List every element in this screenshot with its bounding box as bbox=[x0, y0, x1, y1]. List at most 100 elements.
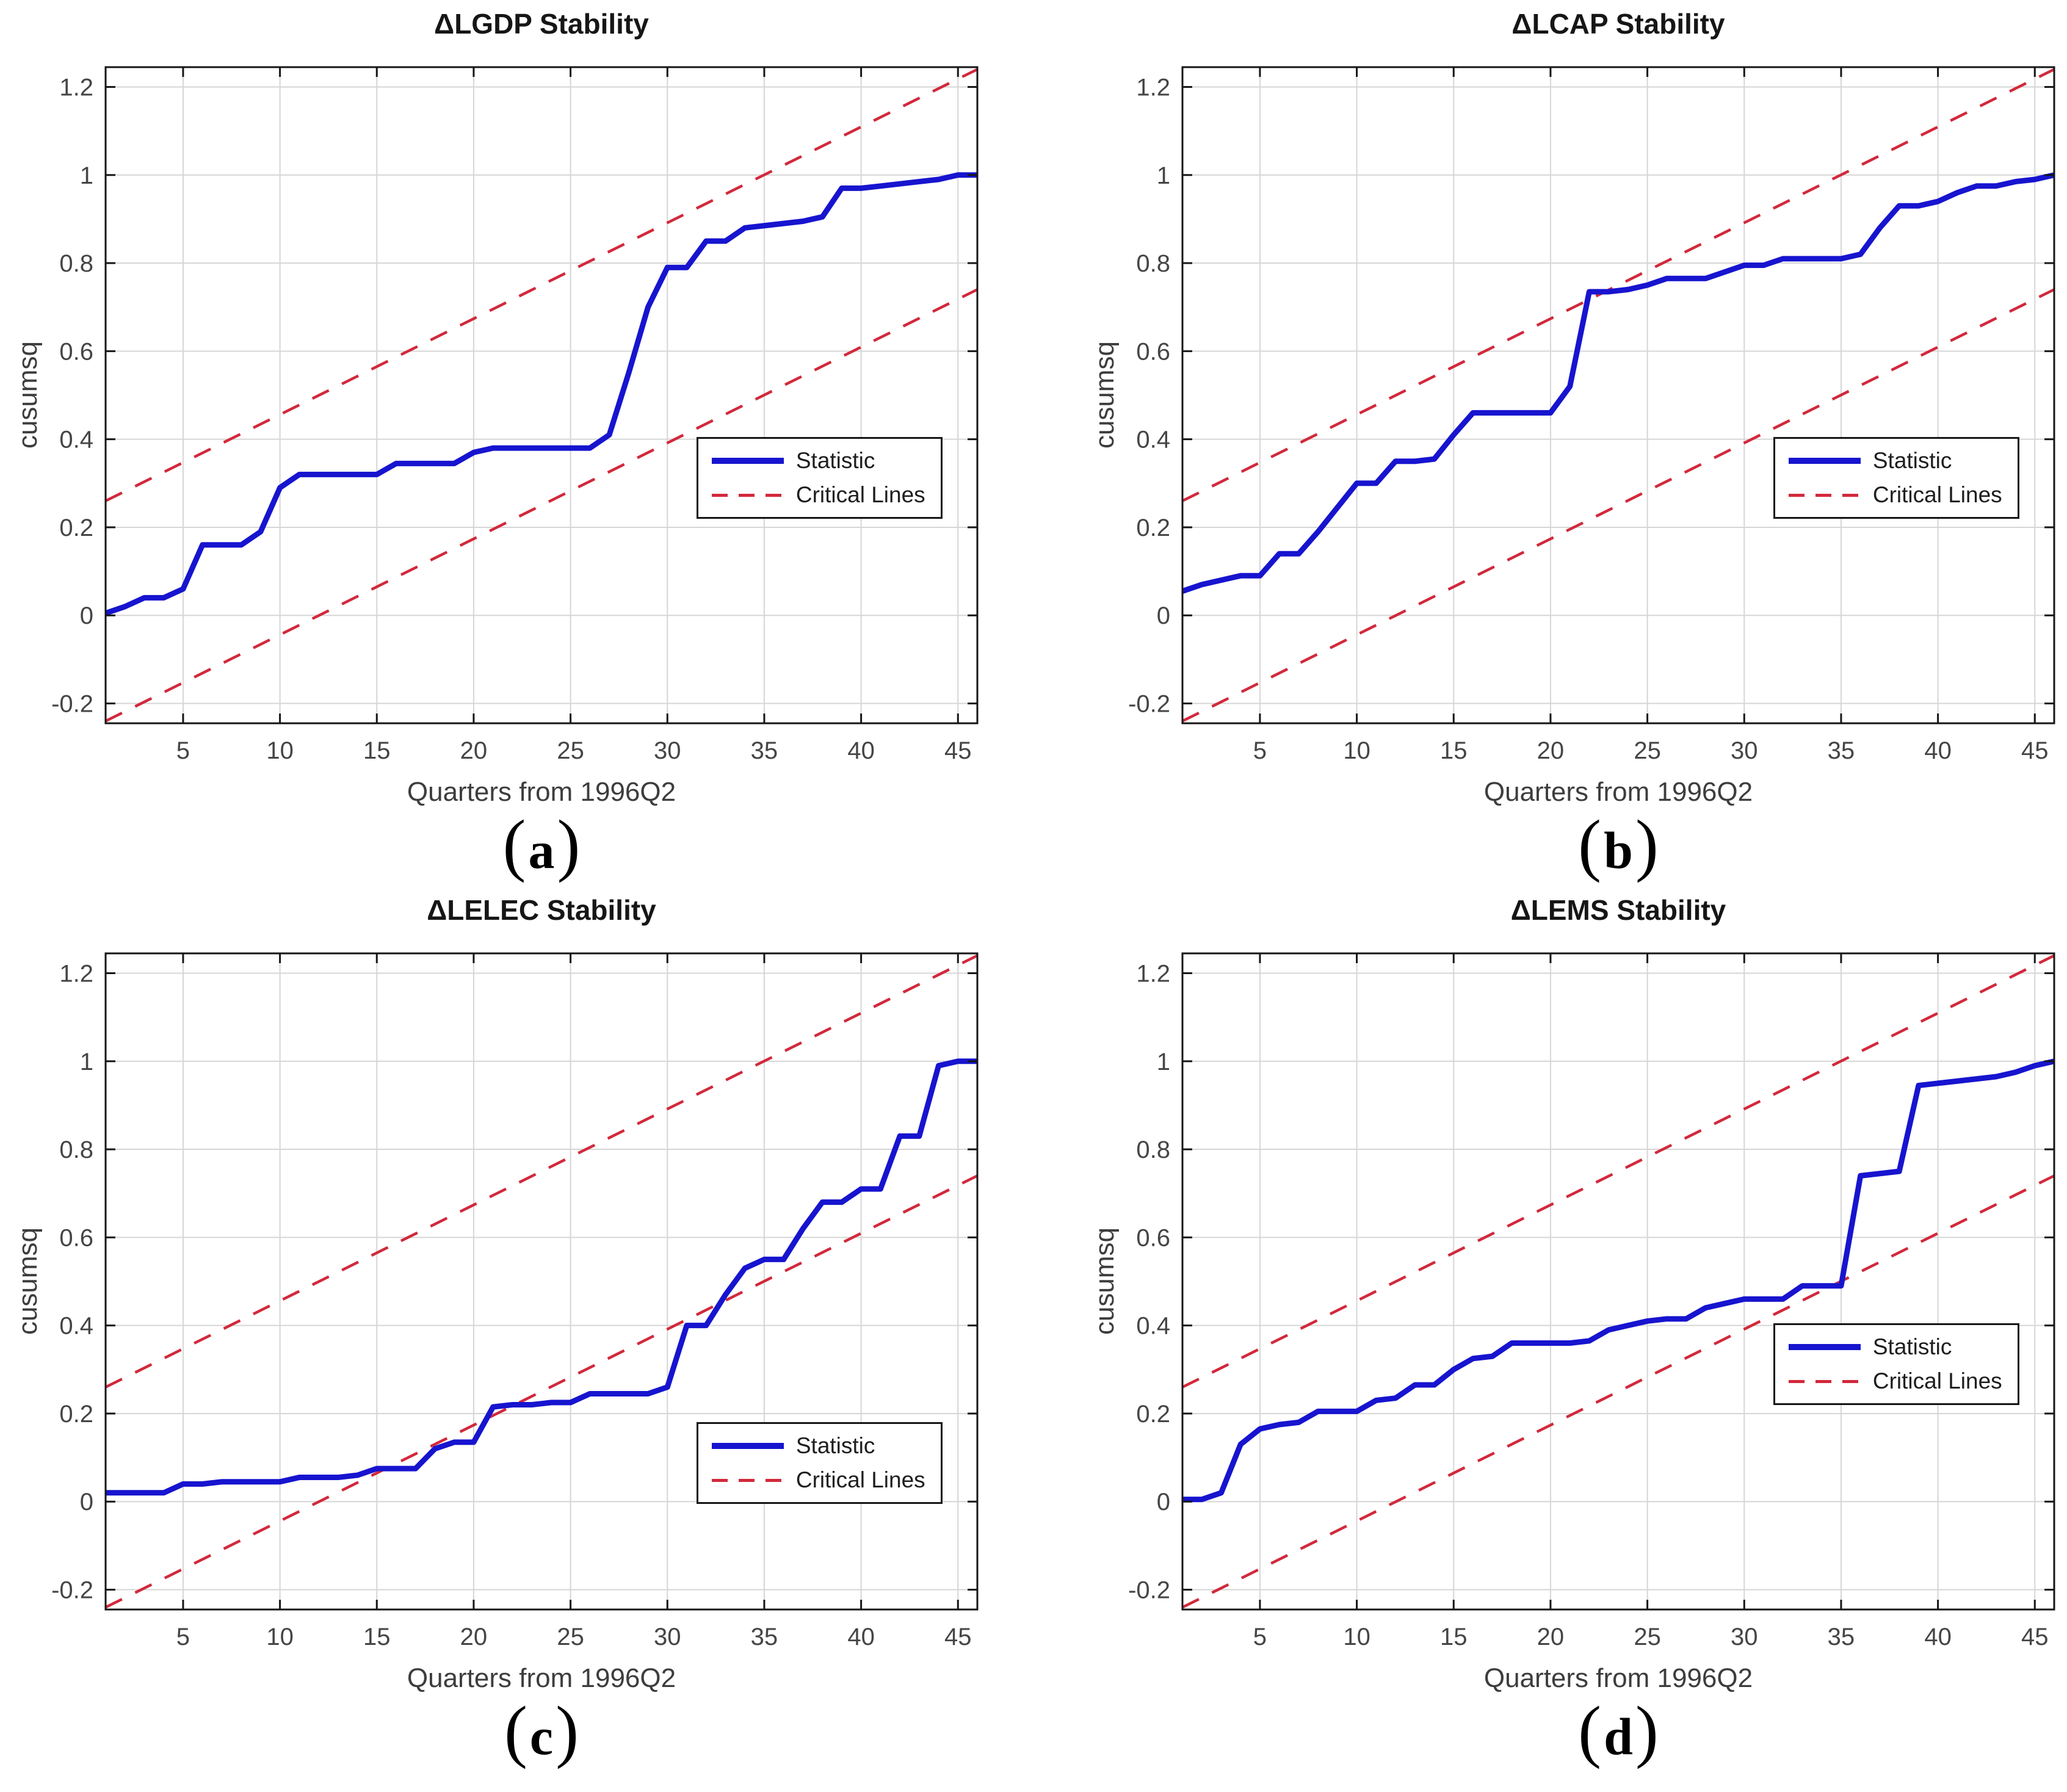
y-tick-label: -0.2 bbox=[51, 691, 93, 718]
y-tick-label: 0.6 bbox=[1136, 1224, 1170, 1251]
legend-item-critical: Critical Lines bbox=[711, 482, 941, 508]
panel-caption: (d) bbox=[1182, 1691, 2054, 1771]
x-tick-label: 25 bbox=[557, 737, 584, 764]
panel-caption: (b) bbox=[1182, 804, 2054, 885]
legend: Statistic Critical Lines bbox=[1773, 437, 2019, 519]
y-tick-label: 1.2 bbox=[1136, 960, 1170, 987]
y-tick-label: 1.2 bbox=[59, 960, 93, 987]
x-tick-label: 30 bbox=[654, 1624, 681, 1650]
y-tick-label: 0.6 bbox=[59, 338, 93, 365]
panel-caption: (c) bbox=[106, 1691, 977, 1771]
y-tick-label: 0.4 bbox=[1136, 427, 1170, 453]
legend-label: Critical Lines bbox=[1872, 482, 2002, 507]
y-tick-label: 0.4 bbox=[59, 427, 93, 453]
y-tick-label: 0.6 bbox=[59, 1224, 93, 1251]
x-tick-label: 35 bbox=[751, 737, 778, 764]
x-tick-label: 20 bbox=[460, 737, 488, 764]
statistic-line bbox=[106, 172, 977, 616]
caption-paren: ) bbox=[1635, 1692, 1659, 1769]
x-tick-label: 35 bbox=[751, 1624, 778, 1650]
legend-item-statistic: Statistic bbox=[1788, 447, 2018, 474]
legend-item-critical: Critical Lines bbox=[1788, 482, 2018, 508]
x-tick-label: 30 bbox=[1731, 737, 1758, 764]
y-tick-label: 0.8 bbox=[1136, 250, 1170, 277]
x-tick-label: 25 bbox=[1634, 1624, 1661, 1650]
y-tick-label: 0 bbox=[1157, 1489, 1170, 1516]
x-tick-label: 45 bbox=[2021, 1624, 2049, 1650]
plot-box bbox=[1181, 952, 2055, 1611]
statistic-line bbox=[1182, 172, 2054, 594]
stability-panel-lems: ΔLEMS Stability cusumsq 5 10 15 20 25 30 35 40 4… bbox=[1077, 886, 2067, 1770]
y-tick-label: 0.2 bbox=[59, 1401, 93, 1428]
panel-title: ΔLEMS Stability bbox=[1510, 894, 1726, 926]
y-tick-label: 0.2 bbox=[1136, 515, 1170, 541]
statistic-line-sample bbox=[711, 1442, 784, 1449]
statistic-line-sample bbox=[711, 457, 784, 464]
stability-panel-lcap: ΔLCAP Stability cusumsq 5 10 15 20 25 30 35 40 4… bbox=[1077, 0, 2067, 884]
y-tick-label: 0.4 bbox=[59, 1313, 93, 1340]
legend-label: Critical Lines bbox=[1872, 1368, 2002, 1393]
stability-panel-lelec: ΔLELEC Stability cusumsq 5 10 15 20 25 30 35 40… bbox=[0, 886, 1034, 1770]
plot-area: 5 10 15 20 25 30 35 40 45 -0.2 0 0.2 0.4 0.6 0.8 1 1.2 bbox=[1128, 952, 2055, 1650]
panel-caption: (a) bbox=[106, 804, 977, 885]
x-tick-label: 25 bbox=[1634, 737, 1661, 764]
stability-panel-lgdp: ΔLGDP Stability cusumsq 5 10 15 20 25 30 35 40 4… bbox=[0, 0, 1034, 884]
x-tick-label: 10 bbox=[266, 1624, 294, 1650]
legend-item-statistic: Statistic bbox=[711, 1433, 941, 1459]
panel-title: ΔLCAP Stability bbox=[1511, 8, 1725, 40]
x-axis-label: Quarters from 1996Q2 bbox=[1483, 777, 1753, 807]
x-tick-label: 20 bbox=[1537, 1624, 1565, 1650]
x-tick-label: 40 bbox=[847, 737, 875, 764]
x-tick-label: 15 bbox=[363, 737, 391, 764]
y-tick-label: 0.2 bbox=[1136, 1401, 1170, 1428]
caption-paren: ) bbox=[556, 1692, 579, 1769]
critical-line-sample bbox=[1788, 1379, 1861, 1383]
legend: Statistic Critical Lines bbox=[696, 437, 943, 519]
caption-paren: ( bbox=[1578, 806, 1602, 883]
plot-area: 5 10 15 20 25 30 35 40 45 -0.2 0 0.2 0.4 0.6 0.8 1 1.2 bbox=[51, 66, 979, 764]
legend-label: Statistic bbox=[795, 1433, 875, 1458]
x-tick-label: 15 bbox=[1440, 737, 1468, 764]
x-axis-label: Quarters from 1996Q2 bbox=[407, 777, 676, 807]
x-tick-label: 15 bbox=[363, 1624, 391, 1650]
y-tick-label: 0.8 bbox=[59, 250, 93, 277]
legend: Statistic Critical Lines bbox=[1773, 1323, 2019, 1405]
y-tick-label: 0 bbox=[80, 602, 93, 629]
x-tick-label: 10 bbox=[1343, 1624, 1370, 1650]
legend-label: Statistic bbox=[795, 447, 875, 473]
statistic-line-sample bbox=[1788, 1343, 1861, 1350]
x-tick-label: 20 bbox=[1537, 737, 1565, 764]
x-tick-label: 45 bbox=[944, 737, 972, 764]
legend-item-statistic: Statistic bbox=[1788, 1334, 2018, 1360]
x-tick-label: 10 bbox=[266, 737, 294, 764]
x-tick-label: 5 bbox=[1253, 737, 1267, 764]
caption-letter: d bbox=[1604, 1707, 1633, 1766]
critical-line-upper bbox=[1182, 68, 2054, 502]
x-tick-label: 35 bbox=[1828, 1624, 1855, 1650]
critical-line-upper bbox=[106, 68, 977, 502]
caption-paren: ( bbox=[1578, 1692, 1602, 1769]
statistic-line bbox=[106, 1058, 977, 1496]
legend-label: Critical Lines bbox=[795, 1467, 925, 1493]
y-tick-label: 0.6 bbox=[1136, 338, 1170, 365]
x-tick-label: 25 bbox=[557, 1624, 584, 1650]
y-tick-label: 0.2 bbox=[59, 515, 93, 541]
legend-label: Statistic bbox=[1872, 447, 1952, 473]
critical-line-sample bbox=[711, 1478, 784, 1482]
x-tick-label: 45 bbox=[944, 1624, 972, 1650]
x-tick-label: 5 bbox=[176, 737, 190, 764]
legend-label: Statistic bbox=[1872, 1334, 1952, 1359]
caption-paren: ( bbox=[502, 806, 526, 883]
x-axis-label: Quarters from 1996Q2 bbox=[1483, 1663, 1753, 1693]
y-tick-label: 1 bbox=[1157, 1049, 1170, 1075]
legend-item-critical: Critical Lines bbox=[1788, 1368, 2018, 1394]
legend-item-statistic: Statistic bbox=[711, 447, 941, 474]
plot-area: 5 10 15 20 25 30 35 40 45 -0.2 0 0.2 0.4 0.6 0.8 1 1.2 bbox=[51, 952, 979, 1650]
caption-letter: a bbox=[528, 821, 555, 880]
y-tick-label: 0 bbox=[80, 1489, 93, 1516]
statistic-line bbox=[1182, 1058, 2054, 1503]
legend-item-critical: Critical Lines bbox=[711, 1467, 941, 1493]
y-tick-label: 0.4 bbox=[1136, 1313, 1170, 1340]
caption-paren: ) bbox=[1635, 806, 1659, 883]
y-tick-label: -0.2 bbox=[1128, 1577, 1170, 1604]
